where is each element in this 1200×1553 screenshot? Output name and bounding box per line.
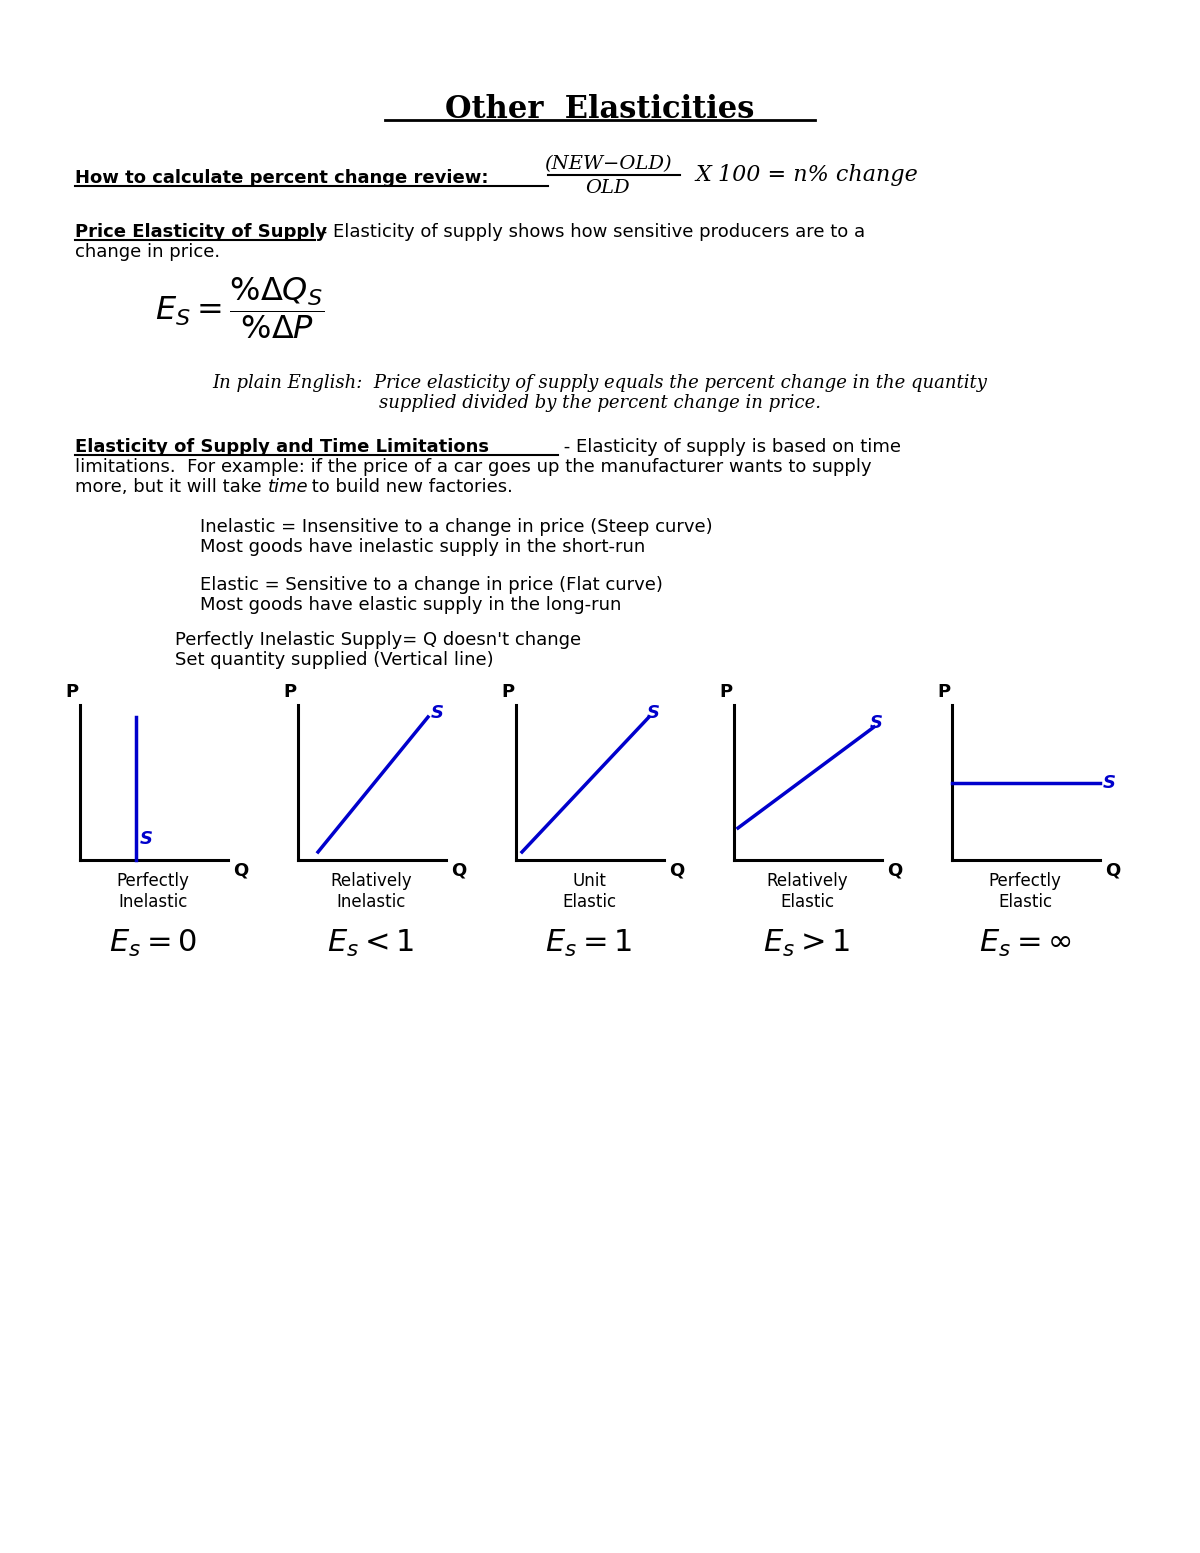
Text: P: P bbox=[66, 683, 78, 700]
Text: Perfectly
Inelastic: Perfectly Inelastic bbox=[116, 871, 190, 910]
Text: - Elasticity of supply shows how sensitive producers are to a: - Elasticity of supply shows how sensiti… bbox=[314, 224, 865, 241]
Text: Elasticity of Supply and Time Limitations: Elasticity of Supply and Time Limitation… bbox=[74, 438, 490, 457]
Text: Perfectly
Elastic: Perfectly Elastic bbox=[989, 871, 1062, 910]
Text: Other  Elasticities: Other Elasticities bbox=[445, 95, 755, 126]
Text: P: P bbox=[502, 683, 515, 700]
Text: Unit
Elastic: Unit Elastic bbox=[562, 871, 616, 910]
Text: How to calculate percent change review:: How to calculate percent change review: bbox=[74, 169, 488, 186]
Text: (NEW−OLD): (NEW−OLD) bbox=[544, 155, 672, 172]
Text: time: time bbox=[268, 478, 308, 495]
Text: $E_s = \infty$: $E_s = \infty$ bbox=[978, 929, 1072, 960]
Text: S: S bbox=[431, 704, 444, 722]
Text: OLD: OLD bbox=[586, 179, 630, 197]
Text: P: P bbox=[720, 683, 732, 700]
Text: Inelastic = Insensitive to a change in price (Steep curve): Inelastic = Insensitive to a change in p… bbox=[200, 519, 713, 536]
Text: S: S bbox=[140, 829, 154, 848]
Text: P: P bbox=[283, 683, 296, 700]
Text: $E_s < 1$: $E_s < 1$ bbox=[328, 929, 414, 960]
Text: $E_s = 1$: $E_s = 1$ bbox=[546, 929, 632, 960]
Text: In plain English:  Price elasticity of supply equals the percent change in the q: In plain English: Price elasticity of su… bbox=[212, 374, 988, 391]
Text: P: P bbox=[937, 683, 950, 700]
Text: $E_S = \dfrac{\%\Delta Q_S}{\%\Delta P}$: $E_S = \dfrac{\%\Delta Q_S}{\%\Delta P}$ bbox=[155, 275, 324, 340]
Text: Relatively
Inelastic: Relatively Inelastic bbox=[330, 871, 412, 910]
Text: to build new factories.: to build new factories. bbox=[306, 478, 512, 495]
Text: Most goods have inelastic supply in the short-run: Most goods have inelastic supply in the … bbox=[200, 537, 646, 556]
Text: X 100 = n% change: X 100 = n% change bbox=[695, 165, 918, 186]
Text: Q: Q bbox=[670, 860, 684, 879]
Text: S: S bbox=[647, 704, 660, 722]
Text: - Elasticity of supply is based on time: - Elasticity of supply is based on time bbox=[558, 438, 901, 457]
Text: change in price.: change in price. bbox=[74, 242, 220, 261]
Text: Relatively
Elastic: Relatively Elastic bbox=[766, 871, 848, 910]
Text: S: S bbox=[870, 714, 883, 731]
Text: supplied divided by the percent change in price.: supplied divided by the percent change i… bbox=[379, 394, 821, 412]
Text: Q: Q bbox=[451, 860, 467, 879]
Text: Q: Q bbox=[887, 860, 902, 879]
Text: Elastic = Sensitive to a change in price (Flat curve): Elastic = Sensitive to a change in price… bbox=[200, 576, 662, 593]
Text: Q: Q bbox=[1105, 860, 1121, 879]
Text: $E_s > 1$: $E_s > 1$ bbox=[763, 929, 851, 960]
Text: Most goods have elastic supply in the long-run: Most goods have elastic supply in the lo… bbox=[200, 596, 622, 613]
Text: Price Elasticity of Supply: Price Elasticity of Supply bbox=[74, 224, 328, 241]
Text: Q: Q bbox=[233, 860, 248, 879]
Text: limitations.  For example: if the price of a car goes up the manufacturer wants : limitations. For example: if the price o… bbox=[74, 458, 871, 477]
Text: $E_s = 0$: $E_s = 0$ bbox=[109, 929, 197, 960]
Text: more, but it will take: more, but it will take bbox=[74, 478, 268, 495]
Text: Perfectly Inelastic Supply= Q doesn't change: Perfectly Inelastic Supply= Q doesn't ch… bbox=[175, 631, 581, 649]
Text: S: S bbox=[1103, 773, 1116, 792]
Text: Set quantity supplied (Vertical line): Set quantity supplied (Vertical line) bbox=[175, 651, 493, 669]
